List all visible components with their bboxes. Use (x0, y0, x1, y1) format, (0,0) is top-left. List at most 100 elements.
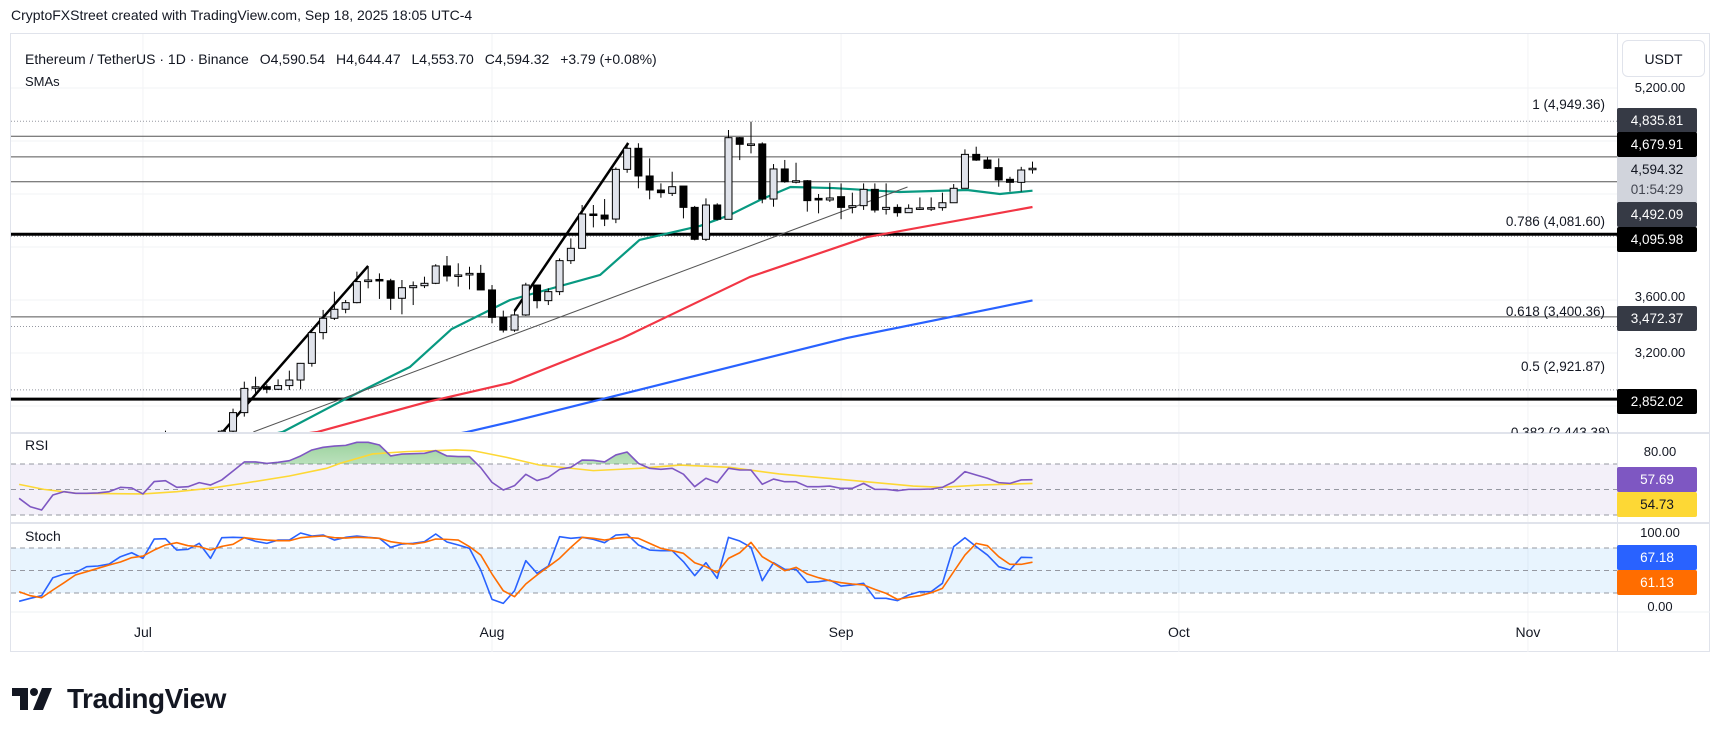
candle[interactable] (904, 204, 913, 214)
candle[interactable] (679, 185, 688, 219)
candle[interactable] (94, 451, 101, 460)
sma-line[interactable] (188, 185, 1033, 452)
candle[interactable] (207, 434, 214, 443)
candle[interactable] (128, 442, 135, 452)
tradingview-logo[interactable]: TradingView (12, 683, 226, 715)
candle[interactable] (83, 443, 90, 459)
candle[interactable] (251, 376, 260, 394)
candle[interactable] (972, 146, 981, 161)
candle[interactable] (61, 446, 68, 459)
currency-button[interactable]: USDT (1622, 40, 1705, 77)
candle[interactable] (274, 379, 283, 390)
candle[interactable] (375, 273, 384, 299)
candle[interactable] (555, 258, 564, 296)
candle[interactable] (960, 149, 969, 189)
price-pane[interactable] (11, 120, 1617, 497)
candle[interactable] (769, 164, 778, 207)
candle[interactable] (386, 278, 395, 310)
candle[interactable] (668, 171, 677, 196)
candle[interactable] (724, 130, 733, 220)
candle[interactable] (701, 198, 710, 242)
candle[interactable] (713, 203, 722, 221)
candle[interactable] (364, 266, 373, 289)
candle[interactable] (162, 430, 169, 438)
candle[interactable] (656, 183, 665, 198)
candle[interactable] (803, 180, 812, 212)
candle[interactable] (409, 281, 418, 306)
rsi-title[interactable]: RSI (25, 437, 49, 453)
sma-line[interactable] (357, 299, 1033, 452)
candle[interactable] (837, 183, 846, 220)
candle[interactable] (792, 162, 801, 184)
candle[interactable] (185, 442, 192, 446)
candle[interactable] (983, 156, 992, 169)
candle[interactable] (106, 452, 113, 457)
candle[interactable] (173, 432, 180, 449)
candle[interactable] (151, 432, 158, 461)
candle[interactable] (442, 256, 451, 282)
indicator-legend-smas[interactable]: SMAs (25, 74, 60, 89)
candle[interactable] (1028, 161, 1037, 174)
candle[interactable] (882, 183, 891, 215)
candle[interactable] (330, 291, 339, 321)
candle[interactable] (16, 439, 23, 459)
candle[interactable] (307, 332, 316, 367)
candle[interactable] (240, 381, 249, 417)
candle[interactable] (859, 183, 868, 210)
candle[interactable] (476, 264, 485, 291)
candle[interactable] (454, 263, 463, 287)
candle[interactable] (927, 197, 936, 211)
rsi-ma-line[interactable] (18, 449, 1033, 495)
candle[interactable] (814, 194, 823, 214)
trend-line[interactable] (253, 186, 908, 433)
candle[interactable] (217, 429, 226, 442)
rsi-pane[interactable] (11, 441, 1617, 516)
candle[interactable] (319, 309, 328, 340)
candle[interactable] (262, 384, 271, 394)
candle[interactable] (420, 276, 429, 289)
candle[interactable] (578, 204, 587, 249)
candle[interactable] (510, 310, 519, 332)
candle[interactable] (544, 288, 553, 306)
candle[interactable] (196, 435, 203, 446)
candle[interactable] (499, 310, 508, 333)
candle[interactable] (645, 158, 654, 200)
candle[interactable] (825, 182, 834, 202)
candle[interactable] (431, 264, 440, 285)
candle[interactable] (229, 408, 238, 433)
candle[interactable] (488, 285, 497, 324)
stoch-pane[interactable] (11, 532, 1617, 605)
candle[interactable] (735, 137, 744, 161)
symbol-name[interactable]: Ethereum / TetherUS · 1D · Binance (25, 51, 249, 67)
candle[interactable] (285, 370, 294, 390)
candle[interactable] (600, 199, 609, 227)
candle[interactable] (589, 204, 598, 228)
sma-line[interactable] (244, 205, 1033, 442)
candle[interactable] (758, 142, 767, 204)
candle[interactable] (397, 279, 406, 315)
candle[interactable] (634, 143, 643, 189)
candle[interactable] (566, 238, 575, 264)
candle[interactable] (938, 192, 947, 211)
candle[interactable] (341, 300, 350, 314)
rsi-line[interactable] (18, 441, 1033, 511)
candle[interactable] (949, 184, 958, 204)
candle[interactable] (352, 271, 361, 304)
candle[interactable] (533, 284, 542, 309)
stoch-title[interactable]: Stoch (25, 528, 61, 544)
candle[interactable] (747, 121, 755, 154)
symbol-legend[interactable]: Ethereum / TetherUS · 1D · Binance O4,59… (25, 51, 664, 67)
candle[interactable] (521, 282, 530, 316)
candle[interactable] (27, 452, 34, 464)
candle[interactable] (72, 442, 79, 458)
candle[interactable] (994, 158, 1003, 187)
candle[interactable] (1005, 176, 1014, 192)
candle[interactable] (611, 167, 620, 224)
candle[interactable] (915, 197, 924, 211)
candle[interactable] (296, 362, 305, 390)
candle[interactable] (780, 159, 789, 183)
candle[interactable] (870, 183, 879, 213)
candle[interactable] (1017, 166, 1026, 192)
candle[interactable] (623, 142, 632, 173)
